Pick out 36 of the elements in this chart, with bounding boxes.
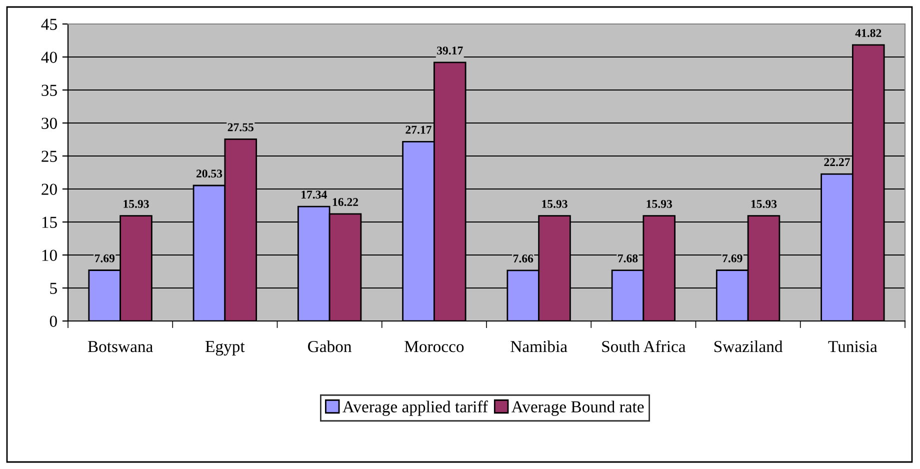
y-tick-label: 0 (50, 316, 57, 327)
y-tick-label: 5 (50, 282, 57, 294)
x-tick-label: Egypt (206, 341, 245, 356)
data-label: 41.82 (855, 29, 882, 38)
x-tick-label: Gabon (308, 340, 352, 352)
data-label: 22.27 (824, 158, 850, 166)
x-tick-label: Tunisia (828, 340, 878, 352)
data-label: 15.93 (646, 200, 672, 208)
legend-label: Average Bound rate (511, 400, 644, 416)
y-tick-label: 20 (42, 184, 57, 195)
data-label: 15.93 (124, 200, 149, 208)
data-label: 16.22 (332, 198, 358, 206)
data-label: 27.17 (406, 126, 432, 134)
data-label: 20.53 (196, 170, 222, 178)
y-tick-label: 45 (41, 18, 57, 30)
x-tick-label: Namibia (510, 340, 568, 352)
data-label: 7.69 (722, 254, 742, 262)
data-label: 17.34 (302, 190, 327, 199)
data-label: 15.93 (751, 200, 777, 208)
data-label: 39.17 (437, 46, 463, 55)
y-tick-label: 35 (42, 84, 57, 96)
data-label: 15.93 (542, 200, 568, 208)
x-tick-label: South Africa (602, 340, 686, 352)
y-tick-label: 40 (41, 52, 57, 63)
y-tick-label: 25 (42, 150, 57, 162)
x-tick-label: Swaziland (714, 340, 783, 352)
data-label: 7.69 (94, 254, 115, 262)
data-label: 7.68 (618, 254, 638, 262)
y-tick-label: 10 (42, 250, 57, 261)
y-tick-label: 30 (42, 118, 57, 129)
data-label: 7.66 (513, 254, 534, 263)
x-tick-label: Botswana (88, 341, 153, 352)
legend-label: Average applied tariff (342, 400, 488, 416)
y-tick-label: 15 (42, 216, 57, 228)
x-tick-label: Morocco (404, 341, 464, 352)
data-label: 27.55 (228, 123, 254, 132)
